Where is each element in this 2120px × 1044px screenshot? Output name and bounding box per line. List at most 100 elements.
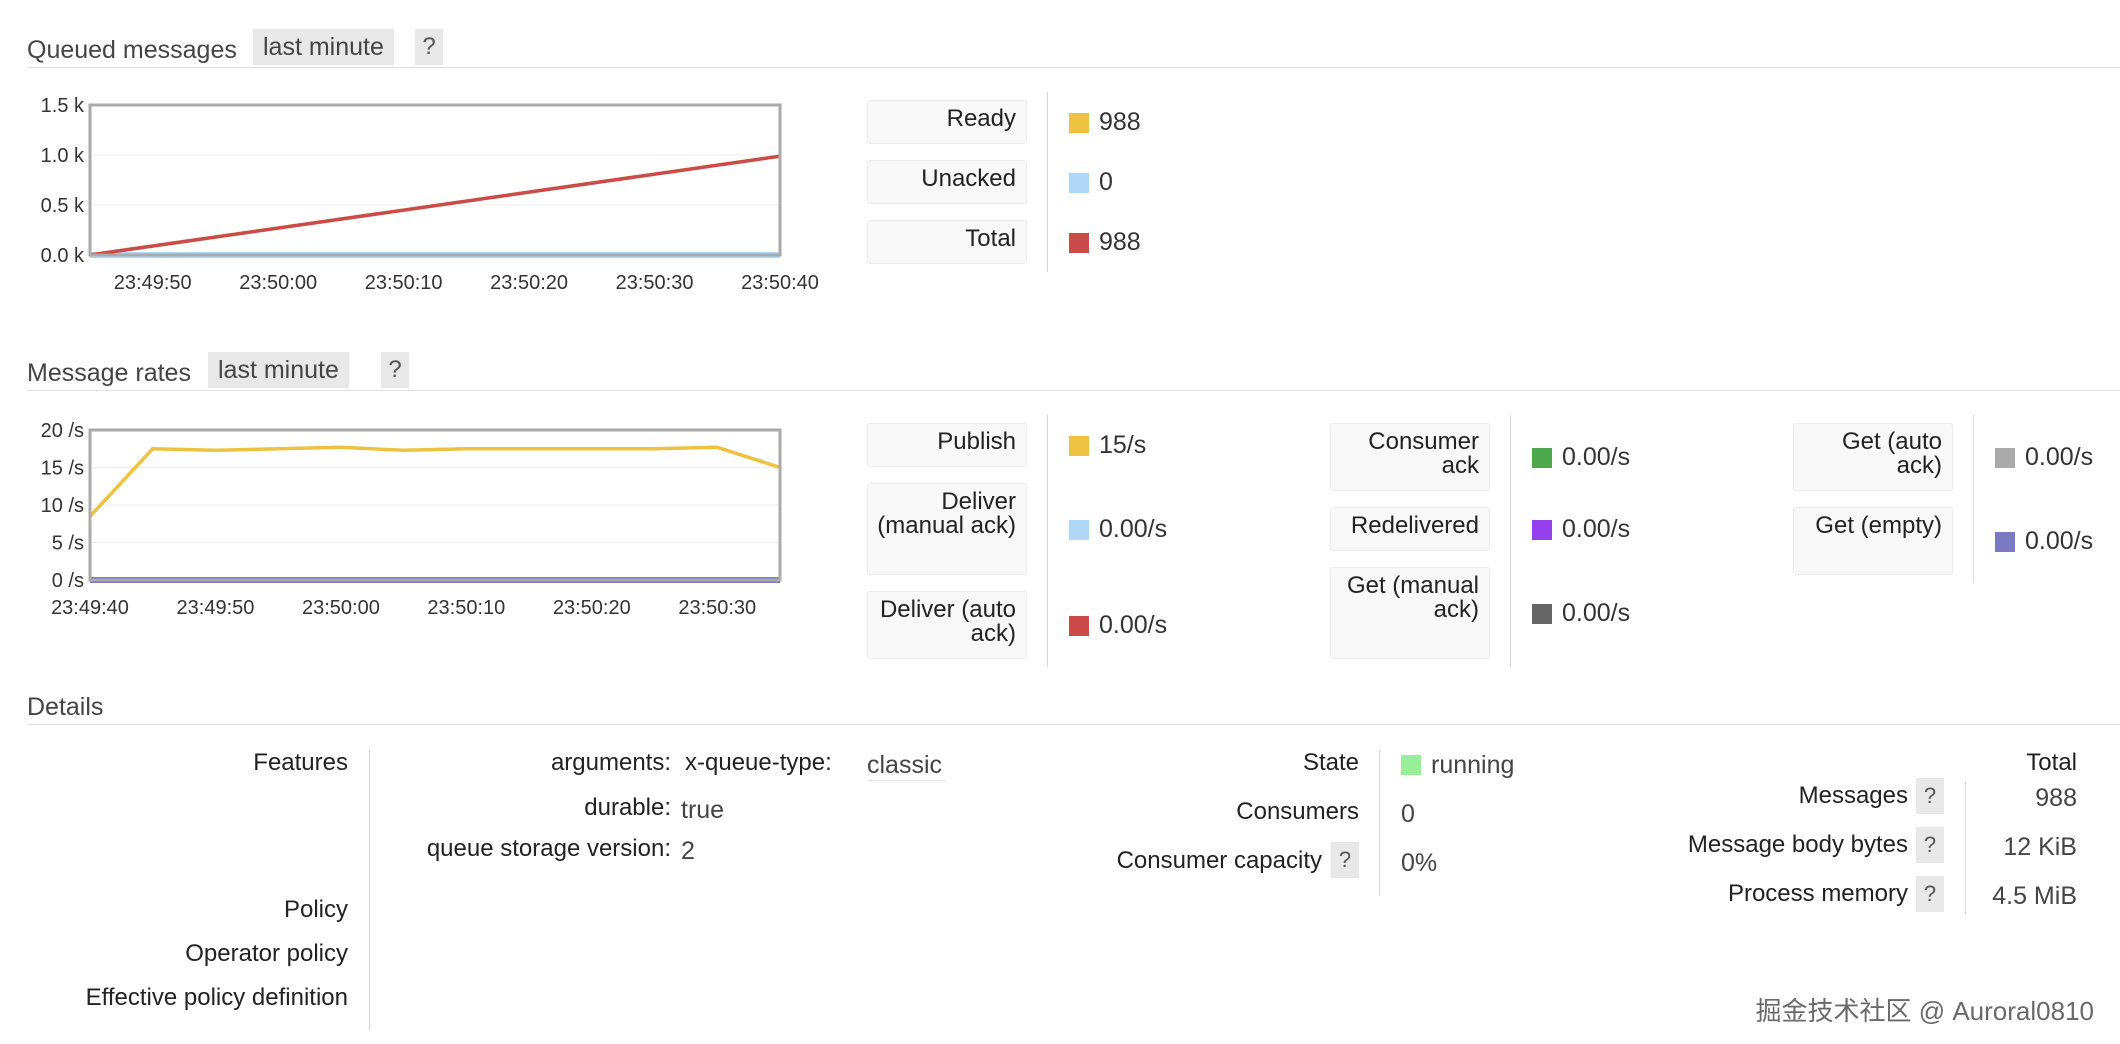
value-message-body-bytes: 12 KiB	[2003, 833, 2077, 861]
swatch-ready	[1069, 113, 1089, 133]
x-tick-label: 23:49:40	[51, 597, 129, 619]
value-deliver-manual: 0.00/s	[1099, 515, 1168, 543]
legend-label-publish: Publish	[937, 428, 1016, 455]
x-tick-label: 23:49:50	[177, 597, 255, 619]
x-tick-label: 23:50:30	[616, 272, 694, 294]
series-line-total	[89, 154, 781, 257]
value-deliver-auto: 0.00/s	[1099, 611, 1168, 639]
x-tick-label: 23:50:00	[302, 597, 380, 619]
legend-box-redelivered[interactable]: Redelivered	[1330, 507, 1490, 551]
legend-box-get-empty[interactable]: Get (empty)	[1793, 507, 1953, 575]
x-tick-label: 23:50:10	[427, 597, 505, 619]
label-operator-policy: Operator policy	[185, 940, 348, 967]
value-durable: true	[681, 796, 725, 824]
swatch-total	[1069, 233, 1089, 253]
legend-box-deliver-manual[interactable]: Deliver (manual ack)	[867, 483, 1027, 575]
message-rates-chart: 20 /s 15 /s 10 /s 5 /s 0 /s 23:49:40 23:49:50 2…	[41, 420, 782, 619]
queued-messages-title: Queued messages	[27, 36, 237, 64]
rates-help-button[interactable]: ?	[381, 352, 409, 388]
rates-range-button[interactable]: last minute	[208, 352, 349, 388]
value-get-auto: 0.00/s	[2025, 443, 2094, 471]
queued-range-button[interactable]: last minute	[253, 29, 394, 65]
value-process-memory: 4.5 MiB	[1992, 882, 2077, 910]
y-tick-label: 1.5 k	[41, 95, 85, 117]
process-memory-help-button[interactable]: ?	[1916, 876, 1944, 912]
y-tick-label: 0.0 k	[41, 245, 85, 267]
legend-label-get-empty: Get (empty)	[1815, 512, 1942, 539]
details-state-divider	[1379, 750, 1380, 896]
x-tick-label: 23:50:20	[553, 597, 631, 619]
swatch-get-manual	[1532, 604, 1552, 624]
value-consumers: 0	[1401, 800, 1415, 828]
label-policy: Policy	[283, 896, 348, 923]
swatch-publish	[1069, 436, 1089, 456]
value-unacked: 0	[1099, 168, 1113, 196]
legend-box-unacked[interactable]: Unacked	[867, 160, 1027, 204]
details-header: Details	[27, 684, 2120, 725]
queued-help-button[interactable]: ?	[415, 29, 443, 65]
label-effective-policy: Effective policy definition	[85, 984, 348, 1011]
x-tick-label: 23:50:40	[741, 272, 819, 294]
consumer-capacity-help-button[interactable]: ?	[1331, 842, 1359, 878]
messages-help-button[interactable]: ?	[1916, 778, 1944, 814]
swatch-unacked	[1069, 173, 1089, 193]
legend-label-deliver-auto: Deliver (auto ack)	[879, 596, 1016, 647]
rates-col3-divider	[1973, 415, 1974, 583]
state-indicator	[1401, 755, 1421, 775]
legend-box-total[interactable]: Total	[867, 220, 1027, 264]
legend-box-get-auto[interactable]: Get (auto ack)	[1793, 423, 1953, 491]
value-publish: 15/s	[1099, 431, 1147, 459]
watermark: 掘金技术社区 @ Auroral0810	[1755, 996, 2095, 1026]
swatch-consumer-ack	[1532, 448, 1552, 468]
details-totals-divider	[1965, 782, 1966, 914]
label-message-body-bytes: Message body bytes	[1687, 831, 1908, 858]
y-tick-label: 1.0 k	[41, 145, 85, 167]
label-features: Features	[253, 749, 348, 776]
rates-col1-divider	[1047, 415, 1048, 667]
legend-box-publish[interactable]: Publish	[867, 423, 1027, 467]
y-tick-label: 5 /s	[52, 533, 84, 555]
totals-header: Total	[2026, 749, 2077, 776]
legend-label-ready: Ready	[946, 105, 1016, 132]
legend-label-redelivered: Redelivered	[1350, 512, 1479, 539]
rates-col2-divider	[1510, 415, 1511, 667]
y-tick-label: 0 /s	[52, 570, 84, 592]
y-tick-label: 20 /s	[41, 420, 84, 442]
legend-label-total: Total	[965, 225, 1016, 252]
legend-label-consumer-ack: Consumer ack	[1368, 428, 1479, 479]
swatch-get-empty	[1995, 532, 2015, 552]
value-get-manual: 0.00/s	[1562, 599, 1631, 627]
queued-messages-header: Queued messages last minute ?	[27, 27, 2120, 68]
y-tick-label: 10 /s	[41, 495, 84, 517]
value-messages: 988	[2035, 784, 2077, 812]
legend-label-unacked: Unacked	[921, 165, 1016, 192]
value-consumer-capacity: 0%	[1401, 849, 1438, 877]
swatch-deliver-manual	[1069, 520, 1089, 540]
series-line-publish	[88, 445, 781, 518]
message-body-bytes-help-button[interactable]: ?	[1916, 827, 1944, 863]
legend-label-get-auto: Get (auto ack)	[1841, 428, 1942, 479]
plot-border	[88, 103, 782, 257]
value-get-empty: 0.00/s	[2025, 527, 2094, 555]
swatch-redelivered	[1532, 520, 1552, 540]
value-total: 988	[1099, 228, 1141, 256]
plot-border	[88, 428, 782, 582]
legend-box-get-manual[interactable]: Get (manual ack)	[1330, 567, 1490, 659]
label-process-memory: Process memory	[1727, 880, 1908, 907]
x-tick-label: 23:50:00	[239, 272, 317, 294]
legend-label-deliver-manual: Deliver (manual ack)	[877, 488, 1016, 539]
value-state: running	[1431, 751, 1515, 779]
legend-box-ready[interactable]: Ready	[867, 100, 1027, 144]
details-left-divider	[369, 750, 370, 1030]
message-rates-header: Message rates last minute ?	[27, 350, 2120, 391]
value-consumer-ack: 0.00/s	[1562, 443, 1631, 471]
x-tick-label: 23:50:20	[490, 272, 568, 294]
legend-box-deliver-auto[interactable]: Deliver (auto ack)	[867, 591, 1027, 659]
value-redelivered: 0.00/s	[1562, 515, 1631, 543]
arg-value-queue-type: classic	[867, 751, 947, 781]
legend-box-consumer-ack[interactable]: Consumer ack	[1330, 423, 1490, 491]
queued-messages-chart: 1.5 k 1.0 k 0.5 k 0.0 k 23:49:50 23:50:00 23:5…	[41, 95, 819, 294]
arg-key-queue-type: x-queue-type:	[685, 749, 832, 776]
y-tick-label: 0.5 k	[41, 195, 85, 217]
x-tick-label: 23:50:30	[678, 597, 756, 619]
